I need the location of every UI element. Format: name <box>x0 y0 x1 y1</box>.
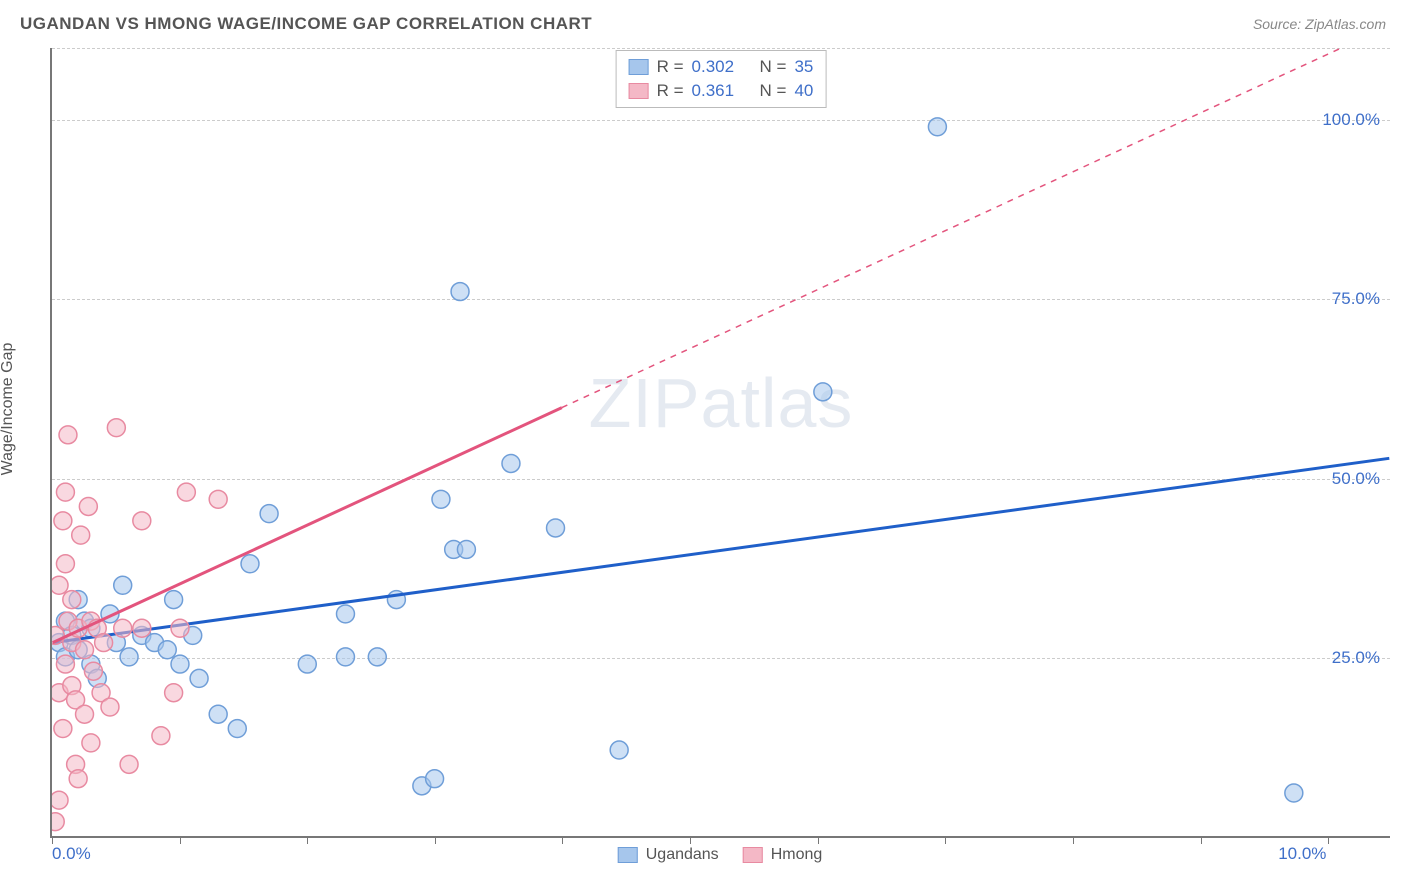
r-value: 0.361 <box>692 81 735 101</box>
series-legend-item: Ugandans <box>618 846 719 864</box>
correlation-legend-row: R = 0.302 N = 35 <box>629 55 814 79</box>
source-name: ZipAtlas.com <box>1305 16 1386 32</box>
scatter-point <box>69 770 87 788</box>
scatter-point <box>59 426 77 444</box>
scatter-point <box>54 512 72 530</box>
legend-swatch-hmong <box>743 847 763 863</box>
legend-swatch-ugandans <box>629 59 649 75</box>
x-tick <box>435 836 436 844</box>
plot-area: ZIPatlas R = 0.302 N = 35 R = 0.361 N = … <box>50 48 1390 838</box>
x-tick <box>307 836 308 844</box>
x-tick <box>1073 836 1074 844</box>
n-value: 40 <box>794 81 813 101</box>
scatter-point <box>114 576 132 594</box>
scatter-point <box>457 540 475 558</box>
scatter-point <box>209 705 227 723</box>
x-tick <box>818 836 819 844</box>
series-legend: Ugandans Hmong <box>618 846 823 864</box>
scatter-point <box>171 619 189 637</box>
scatter-point <box>432 490 450 508</box>
scatter-point <box>165 684 183 702</box>
scatter-point <box>54 720 72 738</box>
scatter-point <box>114 619 132 637</box>
source-prefix: Source: <box>1253 16 1305 32</box>
scatter-point <box>426 770 444 788</box>
series-label: Hmong <box>771 846 823 864</box>
scatter-point <box>120 648 138 666</box>
x-tick <box>945 836 946 844</box>
scatter-point <box>82 734 100 752</box>
scatter-point <box>52 576 68 594</box>
chart-header: UGANDAN VS HMONG WAGE/INCOME GAP CORRELA… <box>0 0 1406 40</box>
x-tick <box>180 836 181 844</box>
scatter-point <box>928 118 946 136</box>
x-tick-label: 10.0% <box>1278 844 1326 864</box>
legend-swatch-hmong <box>629 83 649 99</box>
scatter-point <box>336 605 354 623</box>
scatter-point <box>152 727 170 745</box>
scatter-point <box>814 383 832 401</box>
chart-title: UGANDAN VS HMONG WAGE/INCOME GAP CORRELA… <box>20 14 592 34</box>
scatter-point <box>52 791 68 809</box>
scatter-point <box>158 641 176 659</box>
scatter-point <box>451 283 469 301</box>
r-value: 0.302 <box>692 57 735 77</box>
scatter-point <box>72 526 90 544</box>
scatter-point <box>56 555 74 573</box>
x-tick <box>690 836 691 844</box>
scatter-point <box>547 519 565 537</box>
x-tick <box>562 836 563 844</box>
correlation-legend-row: R = 0.361 N = 40 <box>629 79 814 103</box>
x-tick <box>1328 836 1329 844</box>
correlation-legend: R = 0.302 N = 35 R = 0.361 N = 40 <box>616 50 827 108</box>
scatter-point <box>101 698 119 716</box>
source-attribution: Source: ZipAtlas.com <box>1253 16 1386 32</box>
y-axis-label: Wage/Income Gap <box>0 343 17 476</box>
n-label: N = <box>760 81 787 101</box>
scatter-point <box>1285 784 1303 802</box>
x-tick <box>52 836 53 844</box>
scatter-point <box>107 419 125 437</box>
scatter-point <box>56 483 74 501</box>
scatter-point <box>133 619 151 637</box>
n-label: N = <box>760 57 787 77</box>
scatter-point <box>133 512 151 530</box>
scatter-point <box>190 669 208 687</box>
scatter-point <box>52 813 64 831</box>
x-tick-label: 0.0% <box>52 844 91 864</box>
plot-svg <box>52 48 1390 836</box>
scatter-point <box>336 648 354 666</box>
n-value: 35 <box>794 57 813 77</box>
scatter-point <box>298 655 316 673</box>
scatter-point <box>165 591 183 609</box>
scatter-point <box>171 655 189 673</box>
x-tick <box>1201 836 1202 844</box>
scatter-point <box>368 648 386 666</box>
r-label: R = <box>657 57 684 77</box>
series-legend-item: Hmong <box>743 846 823 864</box>
scatter-point <box>177 483 195 501</box>
scatter-point <box>76 641 94 659</box>
legend-swatch-ugandans <box>618 847 638 863</box>
chart-container: ZIPatlas R = 0.302 N = 35 R = 0.361 N = … <box>50 48 1390 858</box>
scatter-point <box>241 555 259 573</box>
scatter-point <box>610 741 628 759</box>
scatter-point <box>76 705 94 723</box>
scatter-point <box>260 505 278 523</box>
scatter-point <box>120 755 138 773</box>
scatter-point <box>63 591 81 609</box>
scatter-point <box>56 655 74 673</box>
scatter-point <box>502 455 520 473</box>
scatter-point <box>84 662 102 680</box>
scatter-point <box>209 490 227 508</box>
series-label: Ugandans <box>646 846 719 864</box>
scatter-point <box>95 634 113 652</box>
r-label: R = <box>657 81 684 101</box>
scatter-point <box>228 720 246 738</box>
scatter-point <box>79 497 97 515</box>
